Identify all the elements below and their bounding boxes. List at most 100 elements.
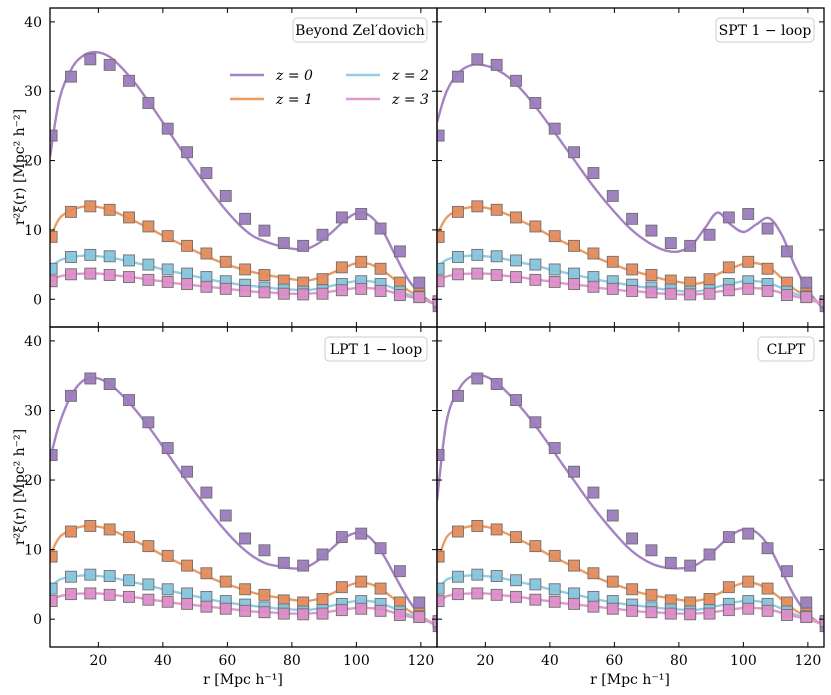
x-tick-label: 80: [670, 653, 688, 669]
y-tick-label: 40: [24, 334, 42, 350]
data-point-z3: [587, 280, 600, 293]
x-axis-label-left: r [Mpc h⁻¹]: [203, 672, 283, 688]
data-point-z3: [664, 607, 677, 620]
data-point-z1: [645, 269, 658, 281]
data-point-z0: [258, 224, 271, 237]
data-point-z0: [413, 276, 426, 289]
panel-label-box: SPT 1 − loop: [715, 17, 815, 43]
x-tick-label: 120: [795, 653, 822, 669]
data-point-z0: [219, 509, 232, 522]
data-point-z1: [65, 525, 77, 538]
data-point-z0: [471, 372, 484, 385]
data-point-z0: [780, 245, 793, 258]
data-point-z0: [277, 237, 290, 250]
data-point-z3: [606, 602, 619, 615]
x-tick-label: 100: [343, 653, 370, 669]
data-point-z0: [413, 596, 426, 609]
data-point-z0: [103, 378, 116, 390]
data-point-z0: [65, 70, 77, 83]
data-point-z1: [219, 575, 232, 588]
data-point-z3: [529, 273, 542, 286]
data-point-z3: [161, 275, 174, 288]
panel-label: CLPT: [767, 342, 806, 358]
data-point-z2: [452, 570, 464, 583]
data-point-z3: [84, 587, 97, 600]
data-point-z0: [200, 167, 213, 180]
data-point-z3: [645, 606, 658, 619]
data-point-z3: [258, 606, 271, 619]
data-point-z3: [316, 287, 329, 300]
data-point-z0: [219, 189, 232, 202]
panel-spt-1-loop: SPT 1 − loop: [436, 7, 825, 328]
data-point-z2: [490, 250, 503, 263]
data-point-z2: [181, 267, 194, 280]
data-point-z3: [568, 597, 581, 610]
data-point-z1: [437, 230, 445, 243]
x-tick-label: 60: [605, 653, 623, 669]
data-point-z3: [374, 604, 387, 617]
data-point-z3: [219, 602, 232, 615]
data-point-z0: [800, 276, 813, 289]
data-point-z0: [239, 212, 252, 225]
data-point-z0: [297, 239, 310, 252]
data-point-z0: [645, 224, 658, 237]
data-point-z1: [161, 230, 174, 243]
data-point-z3: [437, 275, 445, 288]
data-point-z0: [664, 556, 677, 569]
data-point-z3: [800, 611, 813, 624]
legend: z = 0 z = 1 z = 2 z = 3: [230, 68, 429, 108]
data-point-z3: [239, 284, 252, 297]
data-point-z1: [761, 262, 774, 275]
data-point-z1: [510, 531, 522, 544]
data-point-z3: [65, 268, 77, 281]
data-point-z0: [742, 527, 755, 540]
data-point-z0: [452, 389, 464, 402]
data-point-z3: [722, 604, 735, 617]
data-point-z1: [142, 220, 155, 233]
data-point-z0: [703, 228, 716, 241]
data-point-z0: [374, 542, 387, 555]
data-point-z2: [548, 263, 561, 276]
data-point-z1: [239, 583, 252, 596]
data-point-z1: [742, 255, 755, 268]
data-point-z0: [742, 208, 755, 220]
data-point-z3: [529, 593, 542, 606]
data-point-z2: [65, 570, 77, 583]
data-point-z0: [84, 53, 97, 66]
data-point-z1: [200, 567, 213, 580]
y-tick-label: 0: [33, 612, 42, 628]
data-point-z1: [471, 200, 484, 213]
y-axis-label-bottom: r²ξ(r) [Mpc² h⁻²]: [12, 429, 28, 545]
data-point-z3: [123, 271, 135, 284]
ticks: 20 40 60 80 100 120: [437, 327, 824, 669]
panel-label-box: LPT 1 − loop: [324, 336, 428, 362]
data-point-z3: [606, 282, 619, 295]
data-point-z3: [161, 595, 174, 608]
data-point-z1: [703, 273, 716, 286]
data-point-z0: [316, 548, 329, 561]
ticks: [437, 8, 824, 327]
data-point-z0: [548, 122, 561, 135]
data-point-z0: [722, 531, 735, 544]
x-axis-label-right: r [Mpc h⁻¹]: [590, 672, 670, 688]
data-point-z0: [161, 442, 174, 454]
data-point-z0: [355, 527, 368, 540]
data-point-z0: [239, 532, 252, 545]
data-point-z1: [123, 531, 135, 544]
data-point-z2: [452, 251, 464, 263]
data-point-z0: [684, 239, 697, 252]
data-point-z0: [606, 509, 619, 522]
data-point-z3: [335, 284, 348, 297]
data-point-z3: [452, 588, 464, 601]
data-point-z1: [374, 262, 387, 275]
data-point-z0: [374, 222, 387, 235]
data-point-z0: [510, 74, 522, 87]
data-point-z1: [258, 588, 271, 601]
y-tick-label: 30: [24, 403, 42, 419]
legend-label-z0: z = 0: [275, 68, 313, 84]
data-point-z0: [529, 97, 542, 109]
data-point-z0: [50, 129, 58, 142]
data-point-z3: [684, 608, 697, 621]
data-point-z1: [703, 593, 716, 605]
